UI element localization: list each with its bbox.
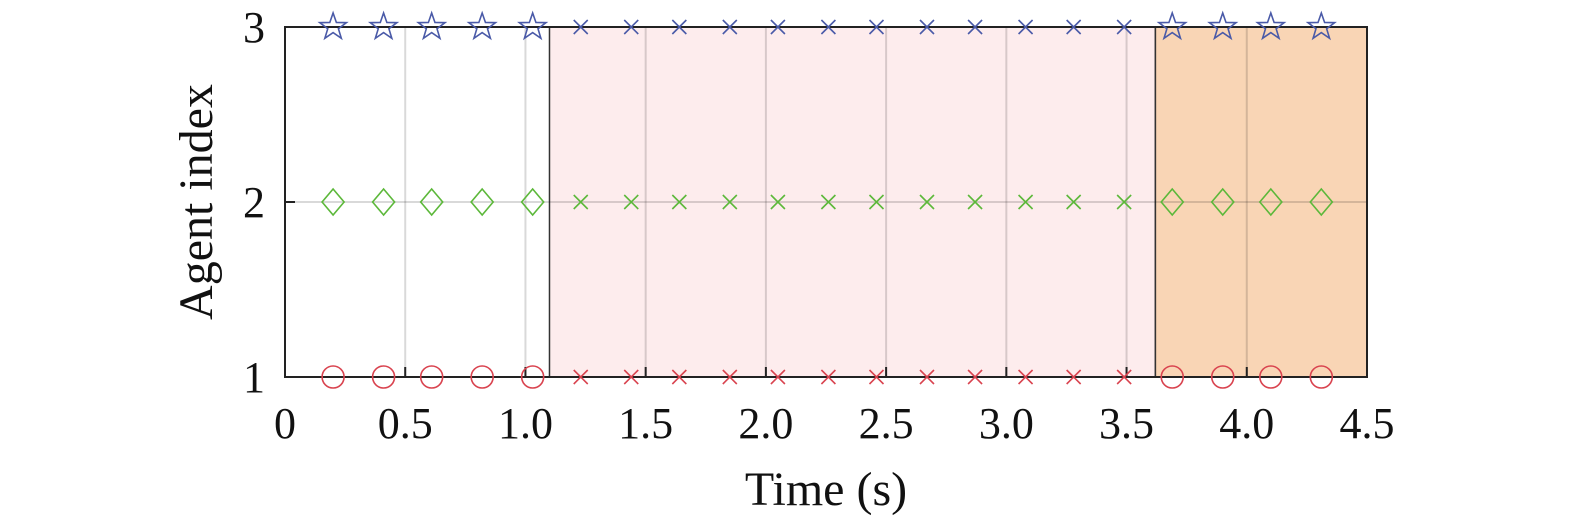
diamond-marker <box>321 187 346 217</box>
x-tick-label: 0.5 <box>378 399 433 448</box>
x-tick-label: 4.5 <box>1340 399 1395 448</box>
x-marker <box>1116 369 1132 385</box>
diamond-marker <box>1258 187 1283 217</box>
circle-marker <box>470 365 494 389</box>
x-axis-label: Time (s) <box>745 463 907 516</box>
x-marker <box>623 369 639 385</box>
circle-marker <box>520 365 545 389</box>
x-marker <box>820 369 836 385</box>
circle-marker <box>371 365 396 389</box>
grid-lines <box>285 27 1367 377</box>
x-marker <box>919 194 935 210</box>
diamond-marker <box>371 187 396 217</box>
star-marker <box>1156 10 1188 41</box>
x-tick-labels: 0 0.5 1.0 1.5 2.0 2.5 3.0 3.5 4.0 4.5 <box>274 399 1395 448</box>
diamond-marker <box>520 187 545 217</box>
diamond-marker <box>1160 187 1185 217</box>
x-marker <box>820 19 836 35</box>
x-marker <box>919 369 935 385</box>
x-marker <box>967 194 983 210</box>
x-tick-label: 1.0 <box>498 399 553 448</box>
x-marker <box>770 19 786 35</box>
diamond-marker <box>419 187 444 217</box>
shaded-regions <box>548 26 1368 378</box>
x-marker <box>722 194 738 210</box>
diamond-marker <box>470 187 495 217</box>
x-marker <box>967 19 983 35</box>
x-tick-label: 3.5 <box>1099 399 1154 448</box>
x-tick-label: 1.5 <box>618 399 673 448</box>
x-marker <box>722 19 738 35</box>
star-marker <box>1207 10 1239 41</box>
x-marker <box>1116 194 1132 210</box>
x-marker <box>1116 19 1132 35</box>
x-marker <box>671 19 687 35</box>
x-marker <box>1066 194 1082 210</box>
star-marker <box>367 10 400 41</box>
data-markers <box>317 10 1337 389</box>
y-tick-label: 2 <box>243 178 265 227</box>
x-tick-label: 3.0 <box>979 399 1034 448</box>
x-marker <box>573 369 589 385</box>
star-marker <box>1305 10 1337 41</box>
star-marker <box>416 10 448 41</box>
shaded-region-1 <box>548 26 1157 378</box>
circle-marker <box>1160 365 1185 389</box>
x-tick-label: 2.5 <box>859 399 914 448</box>
x-tick-label: 2.0 <box>738 399 793 448</box>
star-marker <box>466 10 498 41</box>
x-marker <box>1018 369 1034 385</box>
y-tick-label: 1 <box>243 353 265 402</box>
diamond-marker <box>1309 187 1334 217</box>
x-marker <box>722 369 738 385</box>
x-marker <box>573 194 589 210</box>
star-marker <box>317 10 349 41</box>
x-marker <box>820 194 836 210</box>
x-marker <box>967 369 983 385</box>
x-tick-label: 4.0 <box>1219 399 1274 448</box>
x-marker <box>868 19 885 35</box>
x-marker <box>1018 19 1034 35</box>
x-marker <box>623 19 639 35</box>
star-marker <box>1255 10 1287 41</box>
x-marker <box>868 369 885 385</box>
x-marker <box>868 194 885 210</box>
x-marker <box>1066 19 1082 35</box>
x-marker <box>1018 194 1034 210</box>
x-marker <box>770 194 786 210</box>
x-marker <box>573 19 589 35</box>
x-marker <box>1066 369 1082 385</box>
circle-marker <box>419 365 444 389</box>
circle-marker <box>1210 365 1235 389</box>
circle-marker <box>1309 365 1334 389</box>
x-marker <box>671 194 687 210</box>
diamond-marker <box>1210 187 1235 217</box>
y-axis-label: Agent index <box>170 84 223 320</box>
y-tick-label: 3 <box>243 3 265 52</box>
x-marker <box>623 194 639 210</box>
circle-marker <box>1259 365 1283 389</box>
x-marker <box>671 369 687 385</box>
y-tick-labels: 1 2 3 <box>243 3 265 402</box>
x-marker <box>919 19 935 35</box>
x-marker <box>770 369 786 385</box>
circle-marker <box>321 365 345 389</box>
star-marker <box>517 10 549 41</box>
x-tick-label: 0 <box>274 399 296 448</box>
